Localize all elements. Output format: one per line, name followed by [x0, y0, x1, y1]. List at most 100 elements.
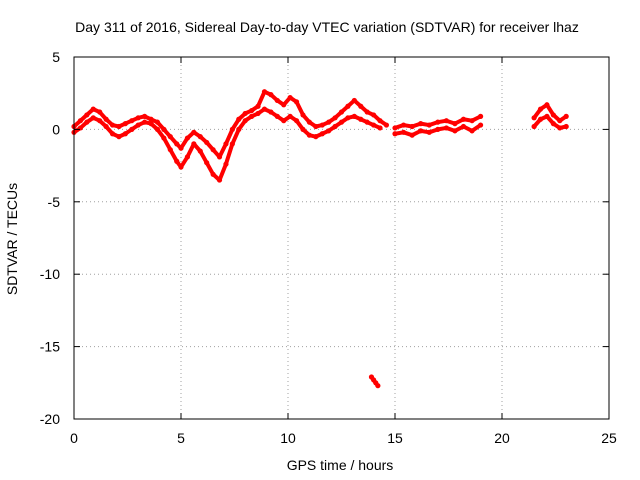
data-point	[537, 116, 544, 122]
data-point	[435, 126, 441, 132]
data-point	[377, 118, 383, 124]
data-point	[109, 122, 116, 128]
data-point	[531, 123, 537, 130]
data-point	[148, 116, 154, 122]
data-point	[255, 110, 261, 117]
data-point	[90, 115, 96, 121]
data-point	[135, 122, 141, 128]
data-point	[242, 118, 248, 124]
data-point	[469, 128, 475, 134]
y-tick-label: 5	[52, 49, 60, 65]
data-point	[364, 109, 370, 115]
data-point	[400, 122, 407, 128]
data-point	[313, 123, 319, 130]
data-point	[210, 171, 216, 177]
data-point	[544, 102, 550, 108]
data-point	[255, 103, 261, 109]
data-point	[184, 135, 191, 141]
data-point	[375, 383, 381, 389]
data-point	[236, 116, 242, 122]
data-point	[129, 126, 135, 132]
data-point	[216, 177, 223, 183]
data-point	[223, 141, 229, 147]
series-track-c	[392, 102, 569, 131]
data-point	[268, 92, 274, 98]
data-point	[426, 129, 432, 135]
data-point	[167, 134, 173, 140]
data-point	[287, 113, 293, 119]
data-point	[313, 134, 319, 140]
y-tick-label: -15	[40, 339, 60, 355]
data-point	[443, 118, 449, 124]
data-point	[135, 115, 141, 121]
data-point	[418, 128, 424, 134]
x-tick-label: 0	[70, 430, 78, 446]
data-point	[563, 113, 569, 119]
data-point	[261, 89, 268, 95]
data-point	[371, 122, 377, 128]
x-axis-label: GPS time / hours	[287, 457, 394, 473]
data-point	[116, 134, 122, 140]
data-point	[210, 147, 216, 153]
data-point	[319, 131, 325, 137]
data-point	[338, 109, 345, 115]
y-tick-label: 0	[52, 121, 60, 137]
data-point	[249, 113, 255, 119]
data-point	[452, 121, 458, 127]
data-point	[281, 102, 287, 108]
series-outlier	[368, 374, 381, 389]
data-point	[249, 107, 255, 114]
data-point	[377, 125, 383, 131]
data-point	[178, 145, 184, 151]
data-point	[84, 112, 90, 118]
axis-ticks: 0 5 10 15 20 25 -20 -15 -10 -5 0 5	[40, 49, 617, 446]
data-point	[326, 128, 332, 134]
series-segment	[223, 127, 235, 146]
data-point	[191, 129, 197, 135]
data-point	[300, 126, 306, 132]
series-segment	[223, 141, 235, 167]
data-point	[358, 116, 364, 122]
y-tick-label: -5	[48, 194, 61, 210]
data-point	[418, 121, 424, 127]
data-point	[326, 119, 332, 125]
data-point	[184, 154, 191, 160]
data-point	[306, 119, 312, 125]
data-point	[557, 118, 563, 124]
data-point	[550, 121, 556, 127]
data-point	[383, 122, 390, 128]
data-point	[103, 123, 109, 130]
data-point	[478, 122, 484, 128]
data-point	[197, 148, 203, 154]
data-point	[469, 118, 475, 124]
y-tick-label: -10	[40, 266, 60, 282]
data-point	[293, 99, 300, 105]
series-segment	[256, 89, 267, 109]
data-point	[409, 123, 415, 130]
data-point	[274, 97, 280, 104]
data-point	[478, 113, 484, 119]
data-point	[306, 132, 312, 138]
plot-series	[71, 89, 569, 389]
data-point	[178, 164, 184, 170]
data-point	[84, 119, 90, 125]
data-point	[460, 116, 467, 122]
data-point	[351, 97, 357, 104]
data-point	[109, 131, 116, 137]
data-point	[460, 123, 467, 130]
data-point	[77, 118, 84, 124]
data-point	[443, 125, 449, 131]
data-point	[563, 123, 569, 130]
data-point	[197, 134, 203, 140]
data-point	[116, 123, 122, 130]
series-track-d	[392, 113, 569, 138]
data-point	[167, 147, 173, 153]
data-point	[223, 161, 229, 167]
data-point	[174, 158, 180, 164]
data-point	[204, 160, 210, 166]
data-point	[122, 121, 128, 127]
data-point	[191, 141, 197, 147]
data-point	[90, 106, 96, 112]
series-track-a	[71, 89, 390, 160]
